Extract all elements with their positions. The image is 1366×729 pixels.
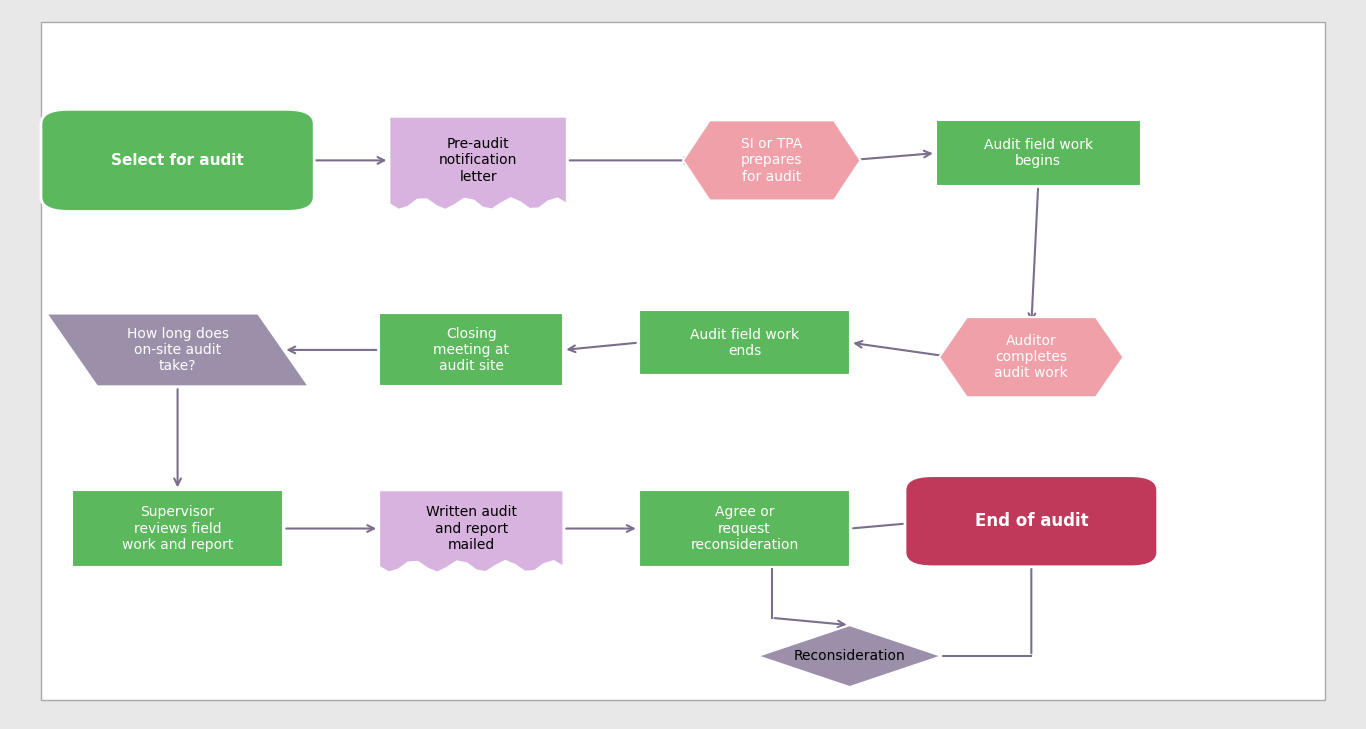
Polygon shape [46, 313, 309, 386]
Polygon shape [683, 120, 861, 200]
FancyBboxPatch shape [936, 120, 1141, 186]
Text: Pre-audit
notification
letter: Pre-audit notification letter [438, 137, 518, 184]
FancyBboxPatch shape [41, 109, 314, 211]
Polygon shape [938, 317, 1123, 397]
Text: Closing
meeting at
audit site: Closing meeting at audit site [433, 327, 510, 373]
Text: Auditor
completes
audit work: Auditor completes audit work [994, 334, 1068, 381]
Text: Written audit
and report
mailed: Written audit and report mailed [426, 505, 516, 552]
Text: How long does
on-site audit
take?: How long does on-site audit take? [127, 327, 228, 373]
PathPatch shape [389, 117, 567, 210]
PathPatch shape [378, 491, 563, 572]
FancyBboxPatch shape [378, 313, 563, 386]
Polygon shape [757, 625, 941, 687]
Text: End of audit: End of audit [974, 512, 1089, 530]
Text: SI or TPA
prepares
for audit: SI or TPA prepares for audit [740, 137, 803, 184]
Text: Supervisor
reviews field
work and report: Supervisor reviews field work and report [122, 505, 234, 552]
Text: Agree or
request
reconsideration: Agree or request reconsideration [690, 505, 799, 552]
FancyBboxPatch shape [41, 22, 1325, 700]
FancyBboxPatch shape [904, 476, 1157, 567]
FancyBboxPatch shape [71, 491, 284, 567]
Text: Audit field work
ends: Audit field work ends [690, 327, 799, 358]
Text: Reconsideration: Reconsideration [794, 649, 906, 663]
Text: Select for audit: Select for audit [111, 153, 245, 168]
Text: Audit field work
begins: Audit field work begins [984, 138, 1093, 168]
FancyBboxPatch shape [638, 310, 850, 375]
FancyBboxPatch shape [638, 491, 850, 567]
